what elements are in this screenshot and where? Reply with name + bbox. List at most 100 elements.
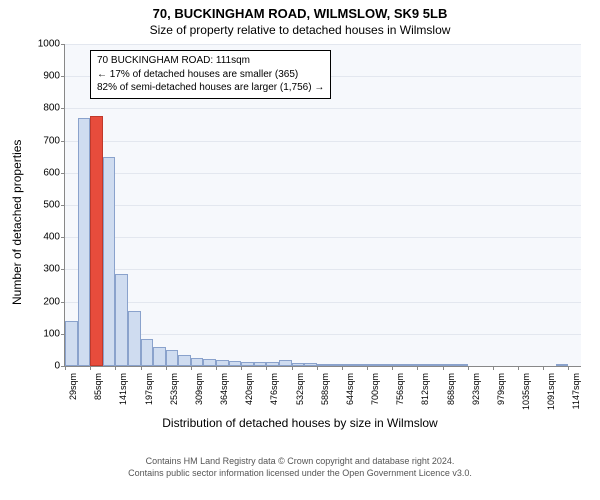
x-tick-label: 1091sqm <box>546 373 556 410</box>
histogram-bar <box>417 364 430 366</box>
histogram-bar <box>443 364 456 366</box>
y-tick-label: 800 <box>43 103 60 114</box>
footer-line-2: Contains public sector information licen… <box>0 468 600 480</box>
histogram-bar <box>229 361 242 366</box>
x-tick-mark <box>191 366 192 370</box>
y-tick-mark <box>61 173 65 174</box>
x-tick-mark <box>90 366 91 370</box>
x-tick-mark <box>65 366 66 370</box>
x-tick-mark <box>342 366 343 370</box>
x-tick-mark <box>518 366 519 370</box>
histogram-bar <box>342 364 355 366</box>
histogram-bar <box>392 364 405 366</box>
y-tick-label: 100 <box>43 328 60 339</box>
histogram-bar <box>103 157 116 366</box>
y-tick-label: 300 <box>43 264 60 275</box>
x-tick-label: 1147sqm <box>571 373 581 409</box>
histogram-bar <box>266 362 279 366</box>
histogram-bar <box>279 360 292 366</box>
y-tick-label: 500 <box>43 200 60 211</box>
gridline <box>65 44 581 45</box>
y-tick-mark <box>61 205 65 206</box>
histogram-bar <box>304 363 317 366</box>
y-tick-mark <box>61 44 65 45</box>
x-tick-label: 197sqm <box>144 373 154 405</box>
annotation-line: 82% of semi-detached houses are larger (… <box>97 81 324 95</box>
x-tick-mark <box>166 366 167 370</box>
x-tick-label: 644sqm <box>345 373 355 405</box>
y-tick-label: 1000 <box>38 39 60 50</box>
histogram-bar <box>380 364 393 366</box>
annotation-line: ← 17% of detached houses are smaller (36… <box>97 68 324 82</box>
histogram-bar-highlight <box>90 116 103 366</box>
histogram-bar <box>141 339 154 366</box>
histogram-bar <box>178 355 191 366</box>
histogram-bar <box>115 274 128 366</box>
gridline <box>65 173 581 174</box>
x-tick-mark <box>443 366 444 370</box>
y-tick-mark <box>61 269 65 270</box>
y-tick-mark <box>61 108 65 109</box>
histogram-bar <box>241 362 254 366</box>
x-tick-mark <box>493 366 494 370</box>
attribution-footer: Contains HM Land Registry data © Crown c… <box>0 456 600 479</box>
x-tick-label: 588sqm <box>320 373 330 405</box>
x-tick-label: 476sqm <box>269 373 279 405</box>
histogram-bar <box>354 364 367 366</box>
x-tick-label: 141sqm <box>118 373 128 405</box>
chart-container: { "title": { "line1": "70, BUCKINGHAM RO… <box>0 0 600 500</box>
gridline <box>65 108 581 109</box>
histogram-bar <box>191 358 204 366</box>
histogram-bar <box>556 364 569 366</box>
y-tick-label: 400 <box>43 232 60 243</box>
gridline <box>65 237 581 238</box>
histogram-bar <box>455 364 468 366</box>
x-tick-label: 756sqm <box>395 373 405 405</box>
x-tick-mark <box>141 366 142 370</box>
x-tick-label: 700sqm <box>370 373 380 405</box>
x-tick-label: 29sqm <box>68 373 78 400</box>
y-tick-mark <box>61 76 65 77</box>
x-tick-label: 253sqm <box>169 373 179 405</box>
histogram-bar <box>203 359 216 366</box>
annotation-box: 70 BUCKINGHAM ROAD: 111sqm← 17% of detac… <box>90 50 331 99</box>
x-tick-mark <box>367 366 368 370</box>
y-tick-label: 700 <box>43 135 60 146</box>
y-tick-mark <box>61 237 65 238</box>
x-tick-mark <box>317 366 318 370</box>
x-tick-mark <box>266 366 267 370</box>
histogram-bar <box>405 364 418 366</box>
y-axis-label: Number of detached properties <box>10 140 24 305</box>
x-tick-label: 923sqm <box>471 373 481 405</box>
x-tick-label: 309sqm <box>194 373 204 405</box>
x-tick-mark <box>241 366 242 370</box>
gridline <box>65 334 581 335</box>
x-tick-mark <box>292 366 293 370</box>
x-tick-mark <box>216 366 217 370</box>
histogram-bar <box>166 350 179 366</box>
annotation-line: 70 BUCKINGHAM ROAD: 111sqm <box>97 54 324 68</box>
x-tick-label: 868sqm <box>446 373 456 405</box>
y-tick-label: 900 <box>43 71 60 82</box>
y-tick-label: 0 <box>54 361 60 372</box>
chart-title-sub: Size of property relative to detached ho… <box>0 23 600 37</box>
y-tick-mark <box>61 141 65 142</box>
y-tick-label: 600 <box>43 167 60 178</box>
y-tick-label: 200 <box>43 296 60 307</box>
gridline <box>65 141 581 142</box>
chart-title-main: 70, BUCKINGHAM ROAD, WILMSLOW, SK9 5LB <box>0 6 600 21</box>
x-tick-mark <box>392 366 393 370</box>
histogram-bar <box>65 321 78 366</box>
histogram-bar <box>292 363 305 366</box>
gridline <box>65 302 581 303</box>
x-tick-mark <box>568 366 569 370</box>
histogram-bar <box>329 364 342 366</box>
footer-line-1: Contains HM Land Registry data © Crown c… <box>0 456 600 468</box>
x-axis-label: Distribution of detached houses by size … <box>0 416 600 430</box>
histogram-bar <box>254 362 267 366</box>
x-tick-label: 812sqm <box>420 373 430 405</box>
gridline <box>65 269 581 270</box>
x-tick-mark <box>543 366 544 370</box>
gridline <box>65 205 581 206</box>
x-tick-label: 85sqm <box>93 373 103 400</box>
